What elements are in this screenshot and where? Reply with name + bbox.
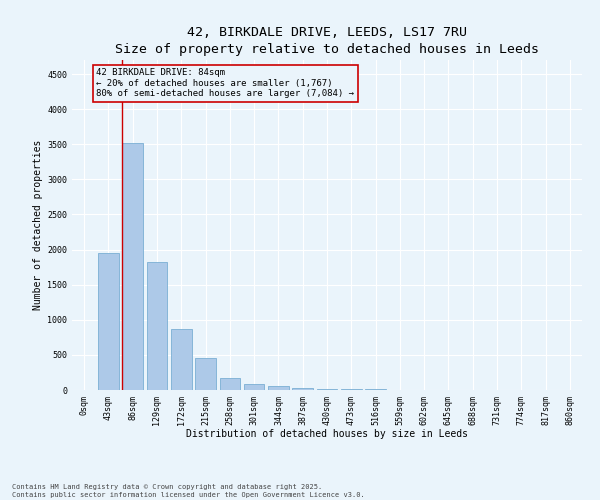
Bar — [195, 358, 216, 390]
Text: 42 BIRKDALE DRIVE: 84sqm
← 20% of detached houses are smaller (1,767)
80% of sem: 42 BIRKDALE DRIVE: 84sqm ← 20% of detach… — [96, 68, 354, 98]
Bar — [98, 253, 119, 390]
Text: Contains HM Land Registry data © Crown copyright and database right 2025.
Contai: Contains HM Land Registry data © Crown c… — [12, 484, 365, 498]
Bar — [244, 384, 265, 390]
Title: 42, BIRKDALE DRIVE, LEEDS, LS17 7RU
Size of property relative to detached houses: 42, BIRKDALE DRIVE, LEEDS, LS17 7RU Size… — [115, 26, 539, 56]
Bar — [171, 329, 191, 390]
Bar — [220, 378, 240, 390]
Bar — [317, 388, 337, 390]
Bar — [268, 386, 289, 390]
X-axis label: Distribution of detached houses by size in Leeds: Distribution of detached houses by size … — [186, 429, 468, 439]
Bar — [122, 143, 143, 390]
Bar — [146, 262, 167, 390]
Bar — [292, 388, 313, 390]
Y-axis label: Number of detached properties: Number of detached properties — [33, 140, 43, 310]
